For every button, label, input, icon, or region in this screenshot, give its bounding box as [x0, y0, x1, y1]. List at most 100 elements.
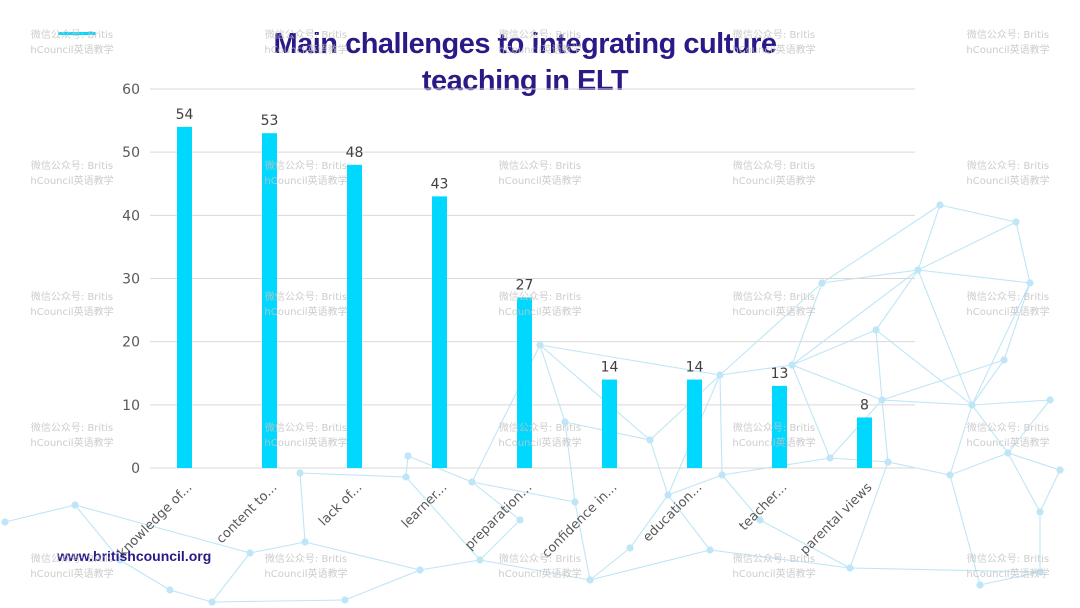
watermark-line-1: 微信公众号: Britis: [264, 161, 348, 172]
watermark-text: 微信公众号: Britis hCouncil英语教学: [17, 28, 127, 58]
y-tick-label: 20: [122, 335, 140, 351]
watermark-text: 微信公众号: Britis hCouncil英语教学: [953, 421, 1063, 451]
watermark-line-2: hCouncil英语教学: [30, 176, 114, 187]
x-tick-label: education...: [640, 480, 705, 545]
watermark-line-2: hCouncil英语教学: [498, 569, 582, 580]
data-label: 14: [686, 360, 704, 376]
watermark-line-2: hCouncil英语教学: [498, 45, 582, 56]
gridlines: [150, 88, 915, 469]
watermark-line-1: 微信公众号: Britis: [966, 161, 1050, 172]
watermark-line-1: 微信公众号: Britis: [498, 30, 582, 41]
data-label: 54: [176, 107, 194, 123]
watermark-text: 微信公众号: Britis hCouncil英语教学: [251, 552, 361, 582]
data-label: 14: [601, 360, 619, 376]
watermark-line-1: 微信公众号: Britis: [732, 423, 816, 434]
watermark-text: 微信公众号: Britis hCouncil英语教学: [17, 552, 127, 582]
watermark-line-2: hCouncil英语教学: [498, 176, 582, 187]
watermark-text: 微信公众号: Britis hCouncil英语教学: [485, 159, 595, 189]
watermark-text: 微信公众号: Britis hCouncil英语教学: [719, 159, 829, 189]
watermark-line-1: 微信公众号: Britis: [732, 292, 816, 303]
watermark-line-2: hCouncil英语教学: [966, 307, 1050, 318]
y-tick-label: 0: [131, 461, 140, 477]
watermark-text: 微信公众号: Britis hCouncil英语教学: [485, 421, 595, 451]
watermark-line-2: hCouncil英语教学: [732, 307, 816, 318]
watermark-line-1: 微信公众号: Britis: [264, 30, 348, 41]
watermark-text: 微信公众号: Britis hCouncil英语教学: [719, 290, 829, 320]
x-tick-label: confidence in...: [539, 480, 620, 561]
watermark-line-1: 微信公众号: Britis: [30, 292, 114, 303]
watermark-text: 微信公众号: Britis hCouncil英语教学: [485, 552, 595, 582]
bar: [772, 385, 787, 468]
watermark-line-2: hCouncil英语教学: [30, 438, 114, 449]
watermark-text: 微信公众号: Britis hCouncil英语教学: [953, 290, 1063, 320]
watermark-line-1: 微信公众号: Britis: [30, 161, 114, 172]
watermark-line-2: hCouncil英语教学: [498, 307, 582, 318]
watermark-line-1: 微信公众号: Britis: [732, 554, 816, 565]
chart-title-line-1: Main challenges to integrating culture: [273, 28, 777, 60]
data-label: 48: [346, 145, 364, 161]
accent-line: [58, 32, 96, 35]
x-tick-label: learner...: [399, 480, 450, 531]
x-tick-label: teacher...: [737, 480, 791, 534]
watermark-line-1: 微信公众号: Britis: [264, 292, 348, 303]
bar: [177, 126, 192, 469]
y-tick-label: 40: [122, 208, 140, 224]
watermark-line-2: hCouncil英语教学: [30, 45, 114, 56]
bars: [177, 126, 872, 469]
watermark-line-1: 微信公众号: Britis: [498, 292, 582, 303]
y-tick-label: 60: [122, 82, 140, 98]
bar: [432, 196, 447, 468]
watermark-line-1: 微信公众号: Britis: [264, 423, 348, 434]
watermark-line-1: 微信公众号: Britis: [498, 554, 582, 565]
data-label: 13: [771, 366, 789, 382]
watermark-line-1: 微信公众号: Britis: [498, 161, 582, 172]
watermark-text: 微信公众号: Britis hCouncil英语教学: [485, 290, 595, 320]
watermark-line-1: 微信公众号: Britis: [30, 423, 114, 434]
watermark-line-1: 微信公众号: Britis: [966, 423, 1050, 434]
x-tick-label: parental views: [798, 480, 876, 558]
watermark-text: 微信公众号: Britis hCouncil英语教学: [719, 552, 829, 582]
data-label: 43: [431, 176, 449, 192]
watermark-line-2: hCouncil英语教学: [264, 569, 348, 580]
watermark-line-1: 微信公众号: Britis: [264, 554, 348, 565]
bar: [857, 417, 872, 468]
watermark-text: 微信公众号: Britis hCouncil英语教学: [719, 28, 829, 58]
watermark-text: 微信公众号: Britis hCouncil英语教学: [719, 421, 829, 451]
y-axis-ticks: 0 10 20 30 40 50 60: [122, 82, 140, 477]
watermark-line-1: 微信公众号: Britis: [732, 30, 816, 41]
watermark-line-2: hCouncil英语教学: [966, 569, 1050, 580]
watermark-text: 微信公众号: Britis hCouncil英语教学: [953, 552, 1063, 582]
watermark-text: 微信公众号: Britis hCouncil英语教学: [251, 290, 361, 320]
watermark-line-1: 微信公众号: Britis: [30, 554, 114, 565]
watermark-line-2: hCouncil英语教学: [498, 438, 582, 449]
watermark-line-1: 微信公众号: Britis: [30, 30, 114, 41]
y-tick-label: 50: [122, 145, 140, 161]
x-tick-label: content to...: [214, 480, 281, 547]
bar: [262, 133, 277, 468]
watermark-line-1: 微信公众号: Britis: [966, 30, 1050, 41]
bar: [517, 297, 532, 468]
y-tick-label: 30: [122, 272, 140, 288]
watermark-text: 微信公众号: Britis hCouncil英语教学: [251, 28, 361, 58]
watermark-text: 微信公众号: Britis hCouncil英语教学: [17, 421, 127, 451]
y-tick-label: 10: [122, 398, 140, 414]
watermark-text: 微信公众号: Britis hCouncil英语教学: [251, 421, 361, 451]
footer-url: www.britishcouncil.org: [57, 548, 212, 564]
data-label: 27: [516, 277, 534, 293]
watermark-text: 微信公众号: Britis hCouncil英语教学: [953, 159, 1063, 189]
watermark-text: 微信公众号: Britis hCouncil英语教学: [17, 159, 127, 189]
watermark-line-2: hCouncil英语教学: [264, 45, 348, 56]
bar: [602, 379, 617, 468]
watermark-line-2: hCouncil英语教学: [732, 176, 816, 187]
data-label: 53: [261, 113, 279, 129]
watermark-line-2: hCouncil英语教学: [732, 45, 816, 56]
data-labels: 54 53 48 43 27 14 14 13 8: [176, 107, 869, 414]
watermark-line-1: 微信公众号: Britis: [966, 292, 1050, 303]
watermark-line-2: hCouncil英语教学: [264, 176, 348, 187]
bar: [347, 164, 362, 469]
bar: [687, 379, 702, 468]
watermark-line-2: hCouncil英语教学: [966, 45, 1050, 56]
x-tick-label: preparation...: [462, 480, 535, 553]
